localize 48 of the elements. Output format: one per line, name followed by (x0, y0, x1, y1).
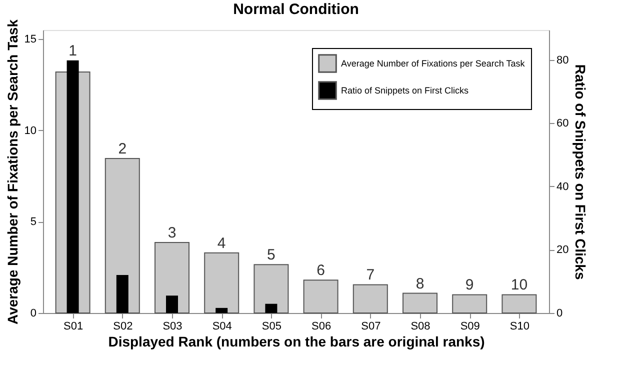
y-tick-label: 5 (30, 216, 36, 228)
bar (154, 242, 190, 314)
annotation: 5 (267, 246, 276, 264)
bar (204, 252, 240, 314)
bar (166, 296, 178, 313)
y-tick-label: 0 (30, 308, 36, 320)
bar (303, 280, 338, 314)
annotation: 8 (416, 275, 424, 292)
annotation: 4 (217, 234, 226, 252)
bar (452, 294, 488, 314)
x-tick-label: S02 (113, 320, 133, 332)
annotation: 2 (118, 140, 127, 158)
x-tick-label: S06 (312, 320, 332, 332)
y2-tick-label: 40 (556, 180, 569, 193)
bar (254, 264, 289, 314)
bar (265, 304, 278, 313)
x-tick-label: S10 (510, 320, 530, 332)
bar (402, 292, 438, 314)
y-tick-label: 15 (24, 34, 36, 46)
x-tick-label: S03 (162, 320, 182, 332)
y-tick-label: 10 (24, 124, 36, 137)
x-tick-label: S07 (361, 320, 381, 332)
x-tick-label: S05 (262, 320, 282, 332)
x-tick-label: S09 (460, 320, 480, 332)
annotation: 6 (316, 262, 325, 280)
bar (116, 275, 128, 313)
annotation: 9 (465, 276, 474, 294)
legend-label: Ratio of Snippets on First Clicks (341, 86, 470, 96)
bar (352, 284, 388, 314)
chart-title: Normal Condition (233, 1, 359, 18)
annotation: 7 (366, 266, 375, 284)
y2-tick-label: 80 (556, 54, 569, 66)
bar (216, 308, 228, 313)
bar (104, 158, 140, 314)
y2-tick-label: 20 (556, 244, 569, 256)
y2-tick-label: 60 (556, 118, 569, 130)
y2-tick-label: 0 (556, 308, 563, 320)
x-tick-label: S01 (64, 320, 84, 332)
x-axis-title: Displayed Rank (numbers on the bars are original ranks) (108, 334, 485, 350)
y2-axis-title: Ratio of Snippets on First Clicks (572, 64, 589, 280)
x-tick-label: S04 (212, 320, 232, 332)
legend-label: Average Number of Fixations per Search Task (341, 58, 526, 68)
annotation: 10 (510, 276, 528, 294)
annotation: 3 (168, 224, 176, 242)
bar (502, 294, 537, 314)
x-tick-label: S08 (410, 320, 430, 332)
y-axis-title: Average Number of Fixations per Search Task (4, 19, 20, 324)
annotation: 1 (68, 42, 77, 60)
